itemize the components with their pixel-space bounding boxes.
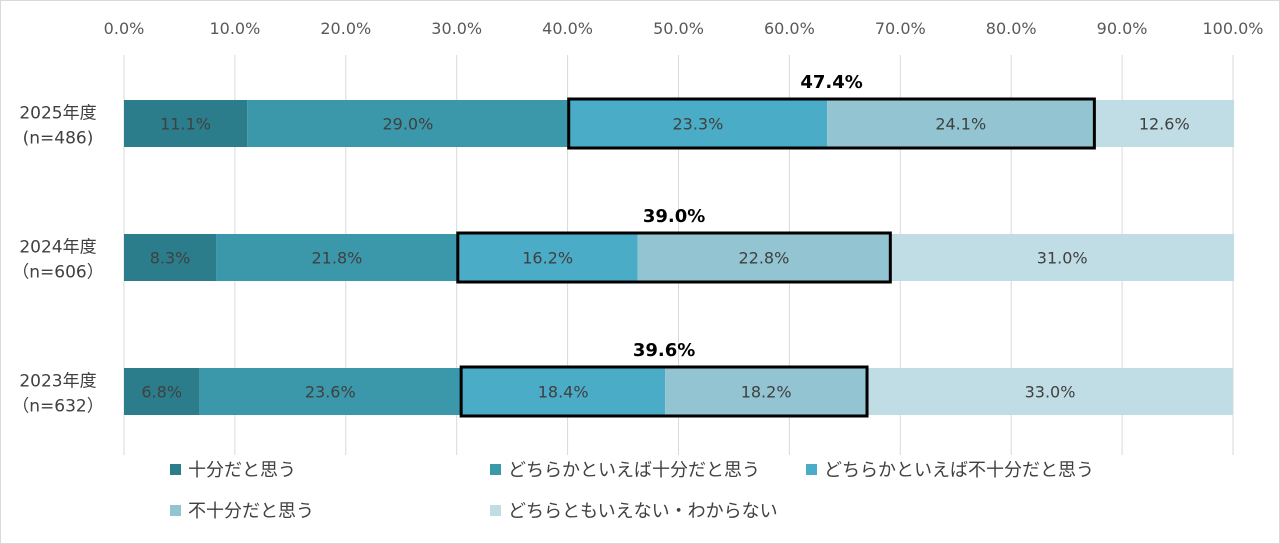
data-label: 23.6%	[305, 383, 356, 402]
bar-segment	[827, 100, 1095, 147]
x-tick-label: 10.0%	[209, 19, 260, 38]
combined-total-label: 39.0%	[643, 206, 705, 227]
combined-highlight-box	[459, 365, 869, 418]
x-tick-label: 40.0%	[542, 19, 593, 38]
legend-label: 十分だと思う	[188, 460, 296, 481]
x-tick-label: 80.0%	[986, 19, 1037, 38]
bar-segment	[890, 234, 1235, 281]
bar-segment	[461, 368, 666, 415]
data-label: 21.8%	[312, 249, 363, 268]
combined-total-label: 47.4%	[800, 72, 862, 93]
category-label: 2024年度	[19, 238, 96, 258]
data-label: 29.0%	[382, 115, 433, 134]
combined-total-label: 39.6%	[633, 340, 695, 361]
data-label: 16.2%	[522, 249, 573, 268]
legend-swatch	[170, 464, 181, 475]
bar-segment	[637, 234, 891, 281]
x-tick-label: 50.0%	[653, 19, 704, 38]
x-tick-label: 60.0%	[764, 19, 815, 38]
x-tick-label: 100.0%	[1202, 19, 1263, 38]
combined-highlight-box	[456, 231, 892, 284]
bar-segment	[867, 368, 1233, 415]
x-tick-label: 70.0%	[875, 19, 926, 38]
data-label: 6.8%	[141, 383, 182, 402]
data-label: 8.3%	[150, 249, 191, 268]
bar-segment	[124, 100, 248, 147]
x-tick-label: 90.0%	[1097, 19, 1148, 38]
data-label: 18.4%	[538, 383, 589, 402]
legend-label: どちらともいえない・わからない	[508, 501, 778, 522]
legend-label: 不十分だと思う	[188, 501, 314, 522]
legend-swatch	[490, 505, 501, 516]
x-tick-label: 0.0%	[104, 19, 145, 38]
bar-segment	[457, 234, 638, 281]
x-tick-label: 30.0%	[431, 19, 482, 38]
data-label: 33.0%	[1025, 383, 1076, 402]
bar-segment	[124, 234, 217, 281]
data-label: 24.1%	[935, 115, 986, 134]
bar-segment	[247, 100, 569, 147]
category-label-n: （n=632）	[12, 397, 103, 417]
bar-segment	[568, 100, 828, 147]
category-label: 2023年度	[19, 372, 96, 392]
legend-swatch	[806, 464, 817, 475]
bar-segment	[124, 368, 200, 415]
bar-segment	[216, 234, 458, 281]
data-label: 31.0%	[1037, 249, 1088, 268]
bar-segment	[665, 368, 868, 415]
x-tick-label: 20.0%	[320, 19, 371, 38]
bar-segment	[199, 368, 462, 415]
combined-highlight-box	[567, 97, 1096, 150]
legend-swatch	[490, 464, 501, 475]
legend-label: どちらかといえば不十分だと思う	[824, 460, 1094, 481]
data-label: 22.8%	[738, 249, 789, 268]
bar-segment	[1094, 100, 1235, 147]
category-label: 2025年度	[19, 104, 96, 124]
category-label-n: （n=606）	[12, 263, 103, 283]
category-label-n: (n=486)	[23, 129, 94, 149]
data-label: 18.2%	[741, 383, 792, 402]
legend-label: どちらかといえば十分だと思う	[508, 460, 760, 481]
data-label: 12.6%	[1139, 115, 1190, 134]
data-label: 11.1%	[160, 115, 211, 134]
legend-swatch	[170, 505, 181, 516]
data-label: 23.3%	[672, 115, 723, 134]
